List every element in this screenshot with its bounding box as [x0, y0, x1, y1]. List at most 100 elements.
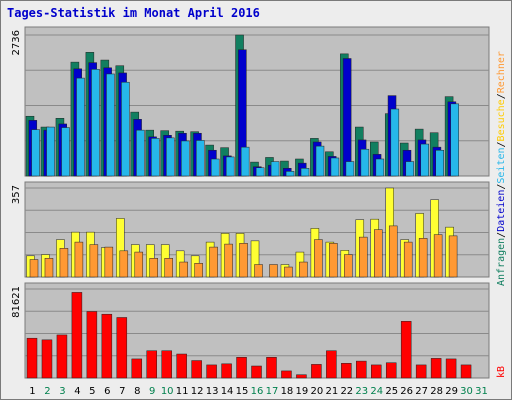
- bar-rechner-day-21: [329, 243, 338, 278]
- bar-rechner-day-15: [239, 243, 248, 278]
- bar-kb-day-7: [116, 317, 128, 379]
- x-tick-label: 31: [475, 386, 488, 397]
- bar-kb-day-18: [281, 370, 292, 379]
- bar-kb-day-2: [41, 339, 53, 379]
- bar-rechner-day-19: [299, 261, 308, 278]
- bar-kb-day-4: [71, 292, 83, 379]
- panel-bottom: 81621: [11, 282, 490, 379]
- legend-right: Anfragen/Dateien/Seiten/Besuche/Rechnerk…: [496, 51, 507, 378]
- legend-item: /: [496, 141, 507, 147]
- legend-item: Seiten: [496, 147, 507, 183]
- x-tick-label: 8: [134, 386, 140, 397]
- bar-seiten-day-25: [390, 108, 400, 177]
- bar-seiten-day-4: [76, 77, 85, 177]
- bar-rechner-day-20: [314, 239, 323, 278]
- x-tick-label: 17: [266, 386, 279, 397]
- x-tick-label: 18: [281, 386, 294, 397]
- x-tick-label: 10: [161, 386, 174, 397]
- bar-seiten-day-1: [31, 129, 40, 177]
- bar-kb-day-9: [146, 350, 157, 379]
- bar-kb-day-16: [251, 365, 262, 379]
- panel-mid: 357: [11, 181, 490, 278]
- bar-rechner-day-24: [374, 229, 383, 278]
- bar-kb-day-29: [445, 358, 457, 379]
- bar-seiten-day-7: [121, 81, 130, 177]
- x-tick-label: 13: [206, 386, 219, 397]
- legend-item: /: [496, 184, 507, 190]
- bar-kb-day-10: [161, 350, 172, 379]
- bar-kb-day-28: [430, 358, 442, 379]
- bar-kb-day-15: [236, 357, 247, 379]
- bar-rechner-day-1: [29, 259, 39, 278]
- bar-seiten-day-23: [360, 148, 370, 177]
- x-tick-label: 25: [385, 386, 398, 397]
- bar-seiten-day-8: [136, 129, 145, 177]
- bar-rechner-day-9: [149, 258, 158, 278]
- bar-rechner-day-5: [89, 244, 99, 278]
- panel-top-max-label: 2736: [11, 30, 22, 55]
- bar-rechner-day-18: [284, 266, 293, 278]
- bar-seiten-day-18: [285, 171, 295, 177]
- x-tick-label: 29: [445, 386, 458, 397]
- bar-kb-day-3: [56, 334, 68, 379]
- bar-rechner-day-26: [403, 241, 413, 278]
- bar-seiten-day-14: [225, 156, 235, 177]
- legend-item: Dateien: [496, 190, 507, 232]
- legend-item: /: [496, 93, 507, 99]
- bar-seiten-day-12: [195, 140, 205, 177]
- bar-seiten-day-3: [61, 127, 70, 177]
- bar-seiten-day-2: [46, 126, 55, 177]
- legend-item-kb: kB: [496, 366, 507, 378]
- bar-rechner-day-28: [433, 234, 443, 278]
- bar-kb-day-11: [176, 353, 187, 379]
- bar-seiten-day-29: [450, 103, 459, 177]
- chart-title: Tages-Statistik im Monat April 2016: [7, 6, 260, 20]
- bar-seiten-day-21: [330, 157, 340, 177]
- bar-rechner-day-11: [179, 261, 188, 278]
- bar-seiten-day-10: [166, 137, 175, 177]
- x-tick-label: 22: [340, 386, 353, 397]
- x-tick-label: 19: [296, 386, 309, 397]
- bar-seiten-day-20: [315, 145, 325, 177]
- x-tick-label: 20: [311, 386, 324, 397]
- bar-rechner-day-16: [254, 264, 263, 278]
- bar-rechner-day-2: [44, 258, 54, 278]
- x-tick-label: 1: [29, 386, 35, 397]
- x-tick-label: 5: [89, 386, 95, 397]
- bar-kb-day-1: [26, 337, 38, 379]
- bar-seiten-day-5: [91, 69, 100, 177]
- bar-kb-day-30: [460, 364, 472, 379]
- bar-kb-day-20: [311, 364, 322, 379]
- bar-kb-day-8: [131, 358, 143, 379]
- bar-seiten-day-11: [181, 140, 190, 177]
- bar-kb-day-21: [326, 350, 337, 379]
- x-tick-label: 4: [74, 386, 80, 397]
- bar-kb-day-6: [101, 313, 113, 379]
- bar-rechner-day-29: [448, 235, 458, 278]
- x-axis-labels: 1 2 3 4 5 6 7 8 9 10 11 12 13 14 15 16 17 18 19 20 21 22 23 24 2…: [29, 386, 488, 397]
- bar-kb-day-22: [341, 363, 352, 379]
- bar-rechner-day-17: [269, 264, 278, 278]
- legend-text: Anfragen/Dateien/Seiten/Besuche/Rechner: [496, 51, 507, 286]
- bar-rechner-day-22: [344, 254, 353, 278]
- legend-item: Rechner: [496, 51, 507, 93]
- x-tick-label: 16: [251, 386, 264, 397]
- bar-kb-day-27: [415, 364, 427, 379]
- x-tick-label: 30: [460, 386, 473, 397]
- legend-item: /: [496, 232, 507, 238]
- bar-seiten-day-19: [300, 168, 310, 177]
- bar-seiten-day-26: [405, 161, 415, 177]
- bar-dateien-day-22: [342, 58, 352, 177]
- bar-seiten-day-9: [151, 138, 160, 177]
- bar-kb-day-25: [385, 362, 397, 379]
- bar-seiten-day-6: [106, 73, 115, 177]
- bar-kb-day-13: [206, 364, 217, 379]
- bar-rechner-day-7: [119, 250, 129, 278]
- bar-seiten-day-22: [345, 161, 355, 177]
- legend-item: Besuche: [496, 99, 507, 141]
- legend-item: Anfragen: [496, 238, 507, 286]
- bar-seiten-day-28: [435, 149, 444, 177]
- bar-kb-day-17: [266, 357, 277, 379]
- bar-seiten-day-27: [420, 143, 430, 177]
